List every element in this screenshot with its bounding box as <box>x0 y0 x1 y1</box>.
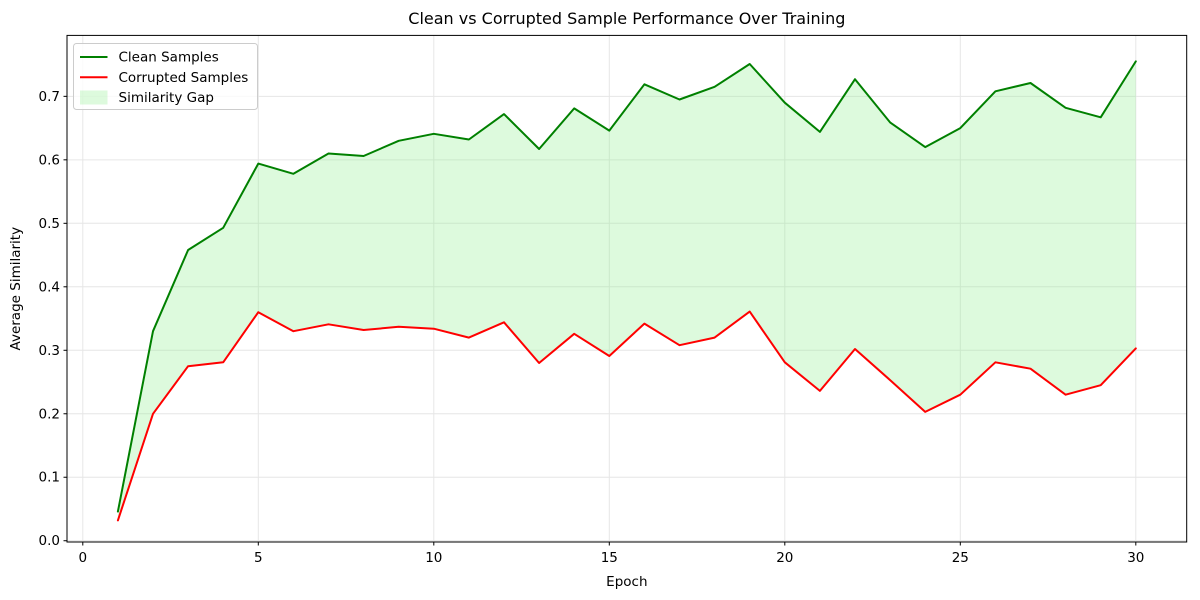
y-tick-label: 0.3 <box>39 343 60 359</box>
plot-area <box>67 35 1187 543</box>
y-tick-label: 0.5 <box>39 216 60 232</box>
y-axis-label: Average Similarity <box>8 227 24 351</box>
x-tick-label: 25 <box>952 550 969 566</box>
axes-ticks: 0 5 10 15 20 25 30 0.0 0.1 0.2 0.3 0.4 0.5 0.6 0.7 <box>39 89 1145 566</box>
corrupted-samples-line <box>116 310 1137 522</box>
clean-samples-line <box>116 60 1137 513</box>
x-axis-label: Epoch <box>606 574 647 590</box>
axes-spines <box>66 34 1188 543</box>
x-tick-label: 15 <box>601 550 618 566</box>
x-tick-label: 30 <box>1127 550 1144 566</box>
y-tick-label: 0.0 <box>39 533 60 549</box>
x-tick-label: 0 <box>78 550 87 566</box>
legend-item: Similarity Gap <box>80 90 214 106</box>
legend-item: Clean Samples <box>80 50 219 66</box>
legend-item: Corrupted Samples <box>80 70 248 86</box>
x-tick-label: 5 <box>254 550 263 566</box>
grid <box>67 35 1187 542</box>
legend-label: Clean Samples <box>119 50 219 66</box>
y-tick-label: 0.6 <box>39 152 60 168</box>
legend-box <box>73 43 258 110</box>
y-tick-label: 0.1 <box>39 470 60 486</box>
chart-title: Clean vs Corrupted Sample Performance Ov… <box>408 9 845 28</box>
legend-label: Corrupted Samples <box>119 70 249 86</box>
legend: Clean Samples Corrupted Samples Similarity… <box>73 43 258 110</box>
x-tick-label: 10 <box>425 550 442 566</box>
x-tick-label: 20 <box>776 550 793 566</box>
y-tick-label: 0.4 <box>39 279 60 295</box>
legend-label: Similarity Gap <box>119 90 214 106</box>
y-tick-label: 0.7 <box>39 89 60 105</box>
y-tick-label: 0.2 <box>39 406 60 422</box>
legend-patch-swatch <box>80 90 108 105</box>
similarity-gap-area <box>117 61 1136 521</box>
